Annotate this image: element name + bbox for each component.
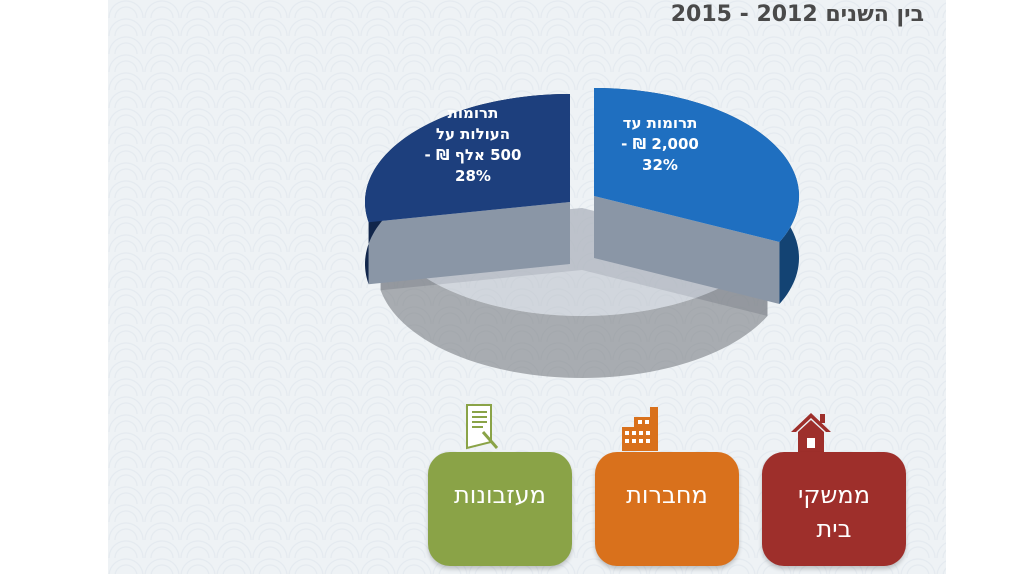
category-label: ממשקי בית (798, 481, 870, 543)
category-households: ממשקי בית (762, 452, 906, 566)
chart-title: בין השנים 2012 - 2015 (670, 2, 924, 27)
slice-side-wall (380, 228, 768, 378)
category-companies: מחברות (595, 452, 739, 566)
label-line: 2,000 ₪ - (621, 135, 699, 153)
document-icon (466, 404, 499, 450)
category-estates: מעזבונות (428, 452, 572, 566)
slice-cut-face (368, 202, 570, 285)
label-line: 28% (455, 167, 491, 185)
pie-slice-1 (365, 94, 570, 223)
slice-label-large-donations: תרומות העולות על 500 אלף ₪ - 28% (408, 103, 538, 187)
pie-slice-0 (594, 88, 799, 242)
label-line: העולות על (435, 125, 511, 143)
label-line: 500 אלף ₪ - (424, 146, 522, 164)
slice-cut-face (594, 196, 780, 304)
slice-label-small-donations: תרומות עד 2,000 ₪ - 32% (600, 113, 720, 176)
label-line: תרומות עד (622, 114, 698, 132)
house-icon (791, 413, 831, 454)
building-icon (622, 407, 658, 451)
category-label: מחברות (626, 481, 708, 509)
label-line: תרומות (447, 104, 499, 122)
category-label: מעזבונות (454, 481, 546, 509)
label-line: 32% (642, 156, 678, 174)
